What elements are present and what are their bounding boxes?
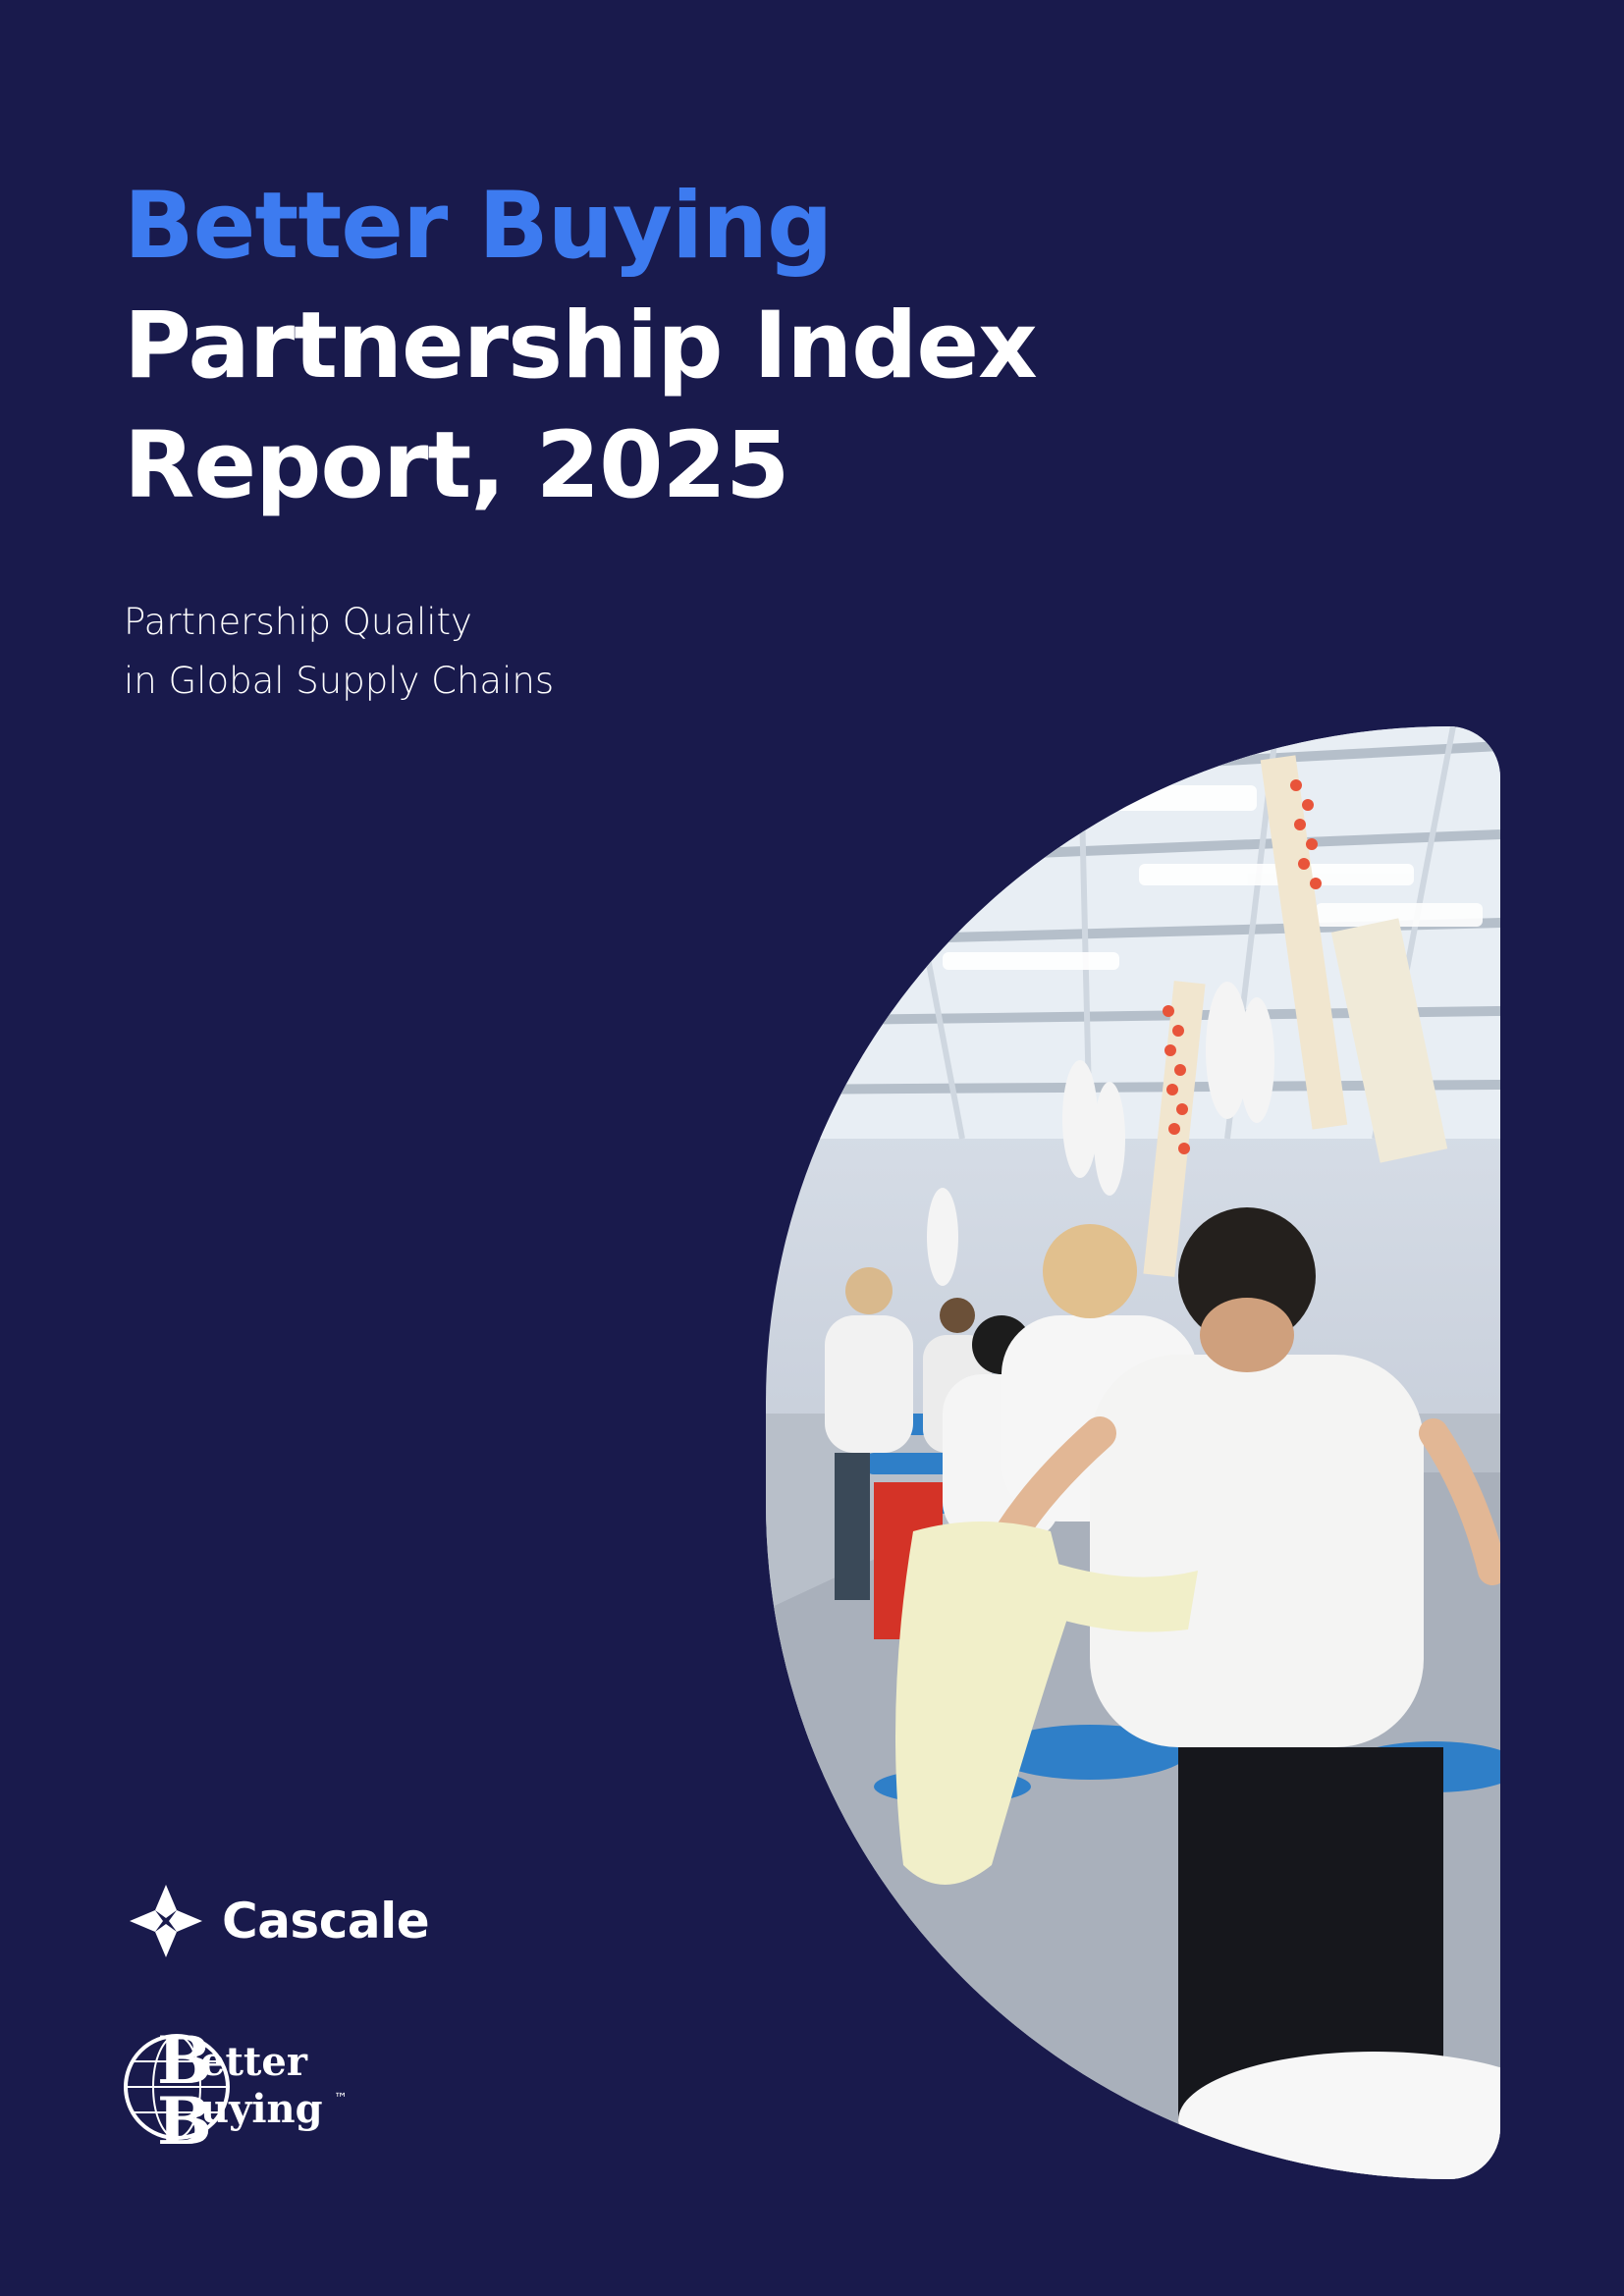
subtitle-line-2: in Global Supply Chains xyxy=(124,660,555,702)
bb-trademark: ™ xyxy=(334,2091,348,2107)
bb-line2: uying xyxy=(200,2086,323,2132)
cascale-mark-icon xyxy=(130,1885,202,1957)
subtitle-line-1: Partnership Quality xyxy=(124,601,472,643)
title-brand: Better Buying xyxy=(124,173,833,280)
cascale-wordmark: Cascale xyxy=(222,1893,430,1949)
garment-factory-photo xyxy=(766,726,1500,2179)
title-main: Partnership Index xyxy=(124,293,1038,400)
bb-line1: etter xyxy=(200,2039,308,2085)
cover-subtitle: Partnership Quality in Global Supply Cha… xyxy=(124,593,554,711)
cover-title: Better Buying Partnership Index Report, … xyxy=(124,167,1204,526)
cascale-logo: Cascale xyxy=(128,1883,430,1959)
bb-initial-1: B xyxy=(157,2024,212,2099)
title-year: Report, 2025 xyxy=(124,412,789,519)
better-buying-logo: B B etter uying ™ xyxy=(122,2022,377,2160)
bb-initial-2: B xyxy=(157,2083,212,2152)
globe-icon xyxy=(124,2034,230,2140)
